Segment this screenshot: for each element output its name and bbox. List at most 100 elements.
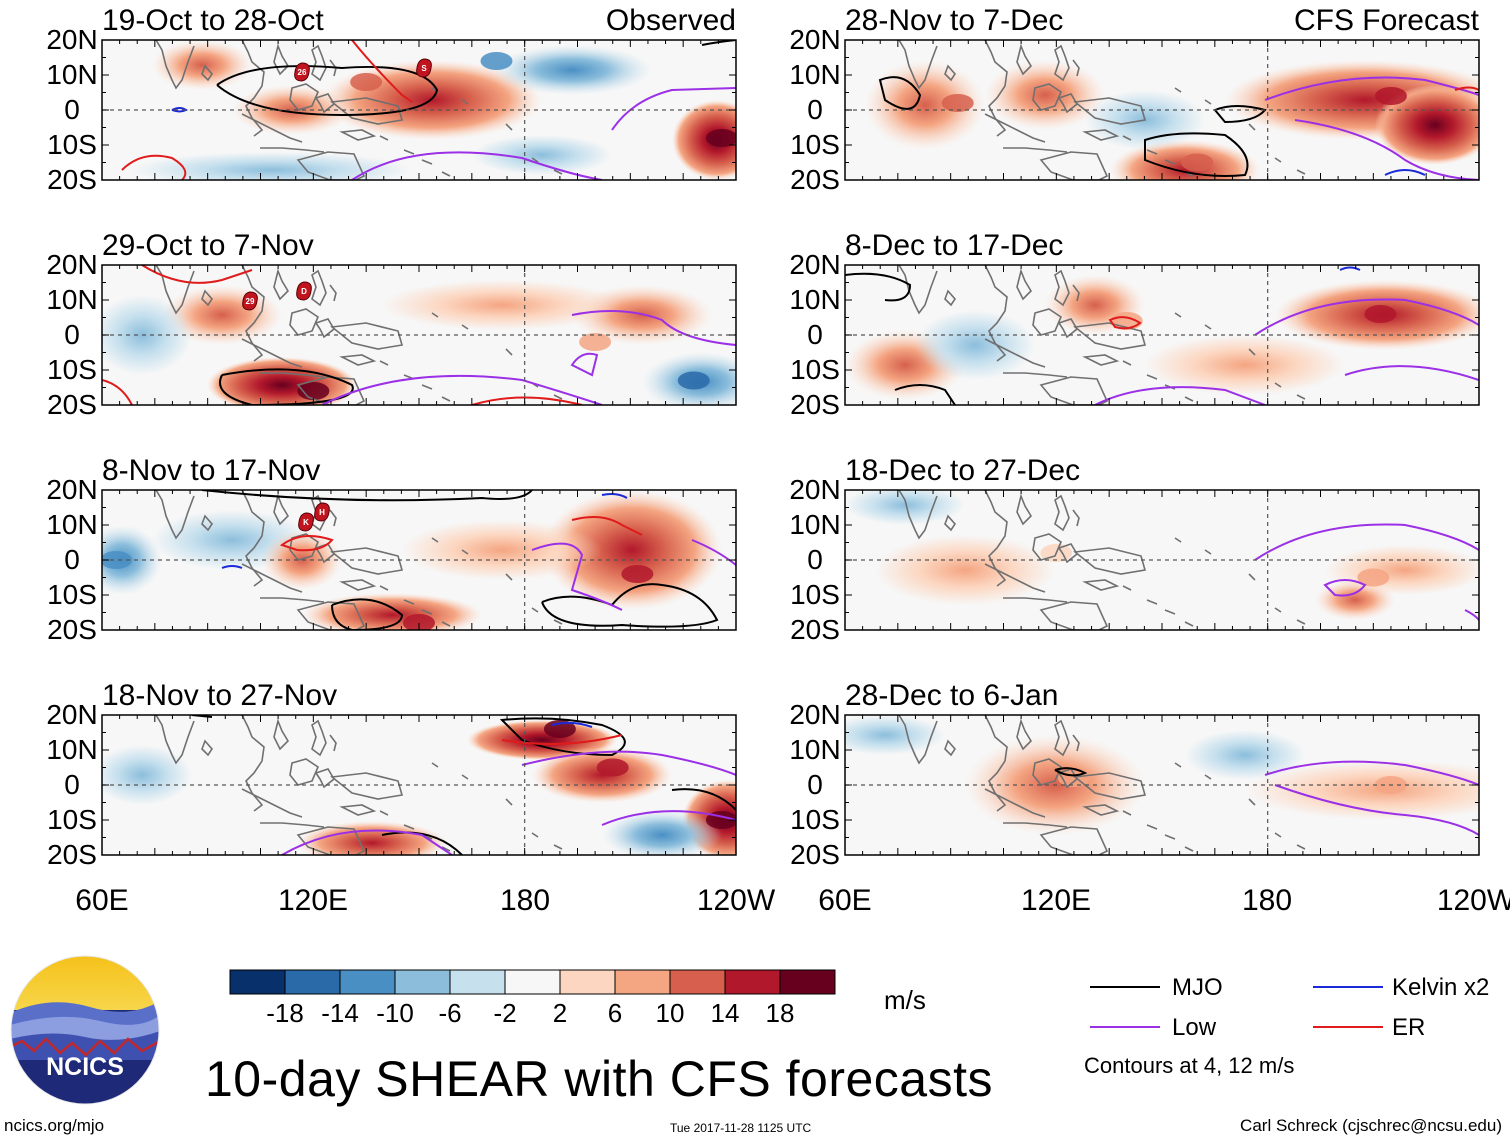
y-tick-label: 10N	[789, 59, 840, 90]
contour-line	[221, 565, 243, 569]
panel-title: 19-Oct to 28-Oct	[102, 4, 324, 37]
contour-line	[1294, 119, 1479, 180]
contour-line	[281, 829, 453, 855]
contour-line	[279, 535, 334, 552]
colorbar-swatch	[559, 969, 616, 995]
y-tick-label: 10N	[46, 734, 97, 765]
y-tick-label: 10N	[46, 284, 97, 315]
x-axis-labels-right: 60E 120E 180 120W	[818, 884, 1510, 917]
contour-line	[121, 154, 187, 180]
x-tick-label: 120W	[1437, 884, 1510, 917]
anomaly-core	[596, 758, 629, 777]
y-tick-label: 10S	[790, 129, 840, 160]
y-tick-label: 0	[807, 319, 823, 350]
shear-anomaly-blob	[532, 747, 672, 803]
contour-line	[1274, 784, 1479, 836]
contour-line	[571, 310, 736, 346]
anomaly-core	[941, 94, 974, 112]
panel-title: 18-Nov to 27-Nov	[102, 679, 337, 712]
y-tick-label: 0	[64, 769, 80, 800]
y-tick-label: 20N	[46, 474, 97, 505]
y-tick-label: 10N	[46, 509, 97, 540]
storm-label: 29	[246, 297, 255, 306]
contour-line	[1264, 760, 1479, 786]
panel-5: 20N 10N 0 10S 20S 8-Nov to 17-Nov	[46, 454, 737, 645]
panel-2: 20N 10N 0 10S 20S 28-Nov to 7-Dec CFS Forecast	[789, 4, 1480, 195]
contour-line	[321, 374, 603, 405]
contour-line	[219, 368, 354, 405]
panel-title: 8-Nov to 17-Nov	[102, 454, 320, 487]
panel-title: 18-Dec to 27-Dec	[845, 454, 1080, 487]
legend-label-mjo: MJO	[1172, 974, 1223, 1001]
contour-line	[351, 40, 413, 103]
footer-timestamp: Tue 2017-11-28 1125 UTC	[670, 1121, 812, 1135]
y-tick-label: 20N	[46, 699, 97, 730]
x-tick-label: 120E	[1021, 884, 1091, 917]
panel-3: 20N 10N 0 10S 20S 29-Oct to 7-Nov	[46, 229, 737, 420]
shear-anomaly-blob	[602, 810, 722, 855]
contour-line	[1144, 132, 1249, 177]
contour-line	[102, 379, 133, 405]
anomaly-core	[403, 614, 435, 630]
colorbar-tick-label: -14	[321, 998, 359, 1028]
contour-line	[691, 539, 736, 566]
contour-line	[1254, 523, 1479, 561]
shear-anomaly-blob	[1145, 335, 1345, 395]
contour-line	[601, 493, 628, 499]
contour-line	[570, 352, 599, 377]
storm-marker: 26	[294, 62, 310, 82]
contour-line	[611, 87, 736, 131]
contour-line	[601, 810, 736, 826]
ncics-logo: NCICS	[10, 955, 160, 1105]
anomaly-core	[1357, 568, 1390, 587]
x-tick-label: 60E	[818, 884, 871, 917]
y-tick-label: 10N	[46, 59, 97, 90]
shear-anomaly-blob	[1375, 85, 1479, 165]
anomaly-core	[1181, 153, 1214, 172]
contour-line	[878, 76, 922, 110]
y-tick-label: 20S	[790, 839, 840, 870]
anomaly-core	[579, 333, 612, 351]
x-tick-label: 120E	[278, 884, 348, 917]
shear-anomaly-blob	[915, 310, 1035, 380]
colorbar-tick-label: 2	[553, 998, 567, 1028]
contour-line	[331, 598, 404, 630]
y-tick-label: 0	[807, 769, 823, 800]
shear-anomaly-blob	[102, 745, 192, 805]
x-tick-label: 60E	[75, 884, 128, 917]
y-tick-label: 10S	[47, 579, 97, 610]
contour-line	[1108, 316, 1142, 330]
colorbar-swatch	[339, 969, 396, 995]
contour-line	[1384, 169, 1426, 176]
column-label: CFS Forecast	[1294, 4, 1480, 37]
y-tick-label: 0	[64, 544, 80, 575]
shear-anomaly-blob	[1325, 545, 1479, 595]
contour-line	[1339, 266, 1361, 271]
y-tick-label: 10N	[789, 509, 840, 540]
storm-marker: K	[298, 512, 314, 532]
y-tick-label: 20N	[789, 699, 840, 730]
anomaly-core	[350, 73, 383, 91]
storm-label: K	[303, 518, 309, 527]
colorbar-swatch	[614, 969, 671, 995]
anomaly-core	[621, 565, 654, 583]
panel-1: 20N 10N 0 10S 20S 19-Oct to 28-Oct Observed	[46, 4, 737, 195]
figure-title: 10-day SHEAR with CFS forecasts	[205, 1051, 993, 1107]
contour-line	[571, 515, 643, 536]
shear-anomaly-blob	[672, 100, 736, 180]
contour-line	[141, 265, 253, 284]
y-tick-label: 20N	[789, 24, 840, 55]
x-tick-label: 120W	[697, 884, 776, 917]
colorbar-tick-label: 10	[656, 998, 685, 1028]
footer-url[interactable]: ncics.org/mjo	[4, 1116, 105, 1135]
shear-anomaly-blob	[542, 490, 722, 610]
panel-title: 8-Dec to 17-Dec	[845, 229, 1063, 262]
y-tick-label: 10S	[47, 129, 97, 160]
colorbar-swatch	[229, 969, 286, 995]
shear-anomaly-blob	[845, 490, 965, 525]
shear-anomaly-blob	[875, 535, 1055, 605]
anomaly-core	[480, 52, 513, 70]
y-tick-label: 10S	[47, 354, 97, 385]
colorbar-swatch	[724, 969, 781, 995]
colorbar: -18 -14 -10 -6 -2 2 6 10 14 18	[229, 969, 836, 1028]
